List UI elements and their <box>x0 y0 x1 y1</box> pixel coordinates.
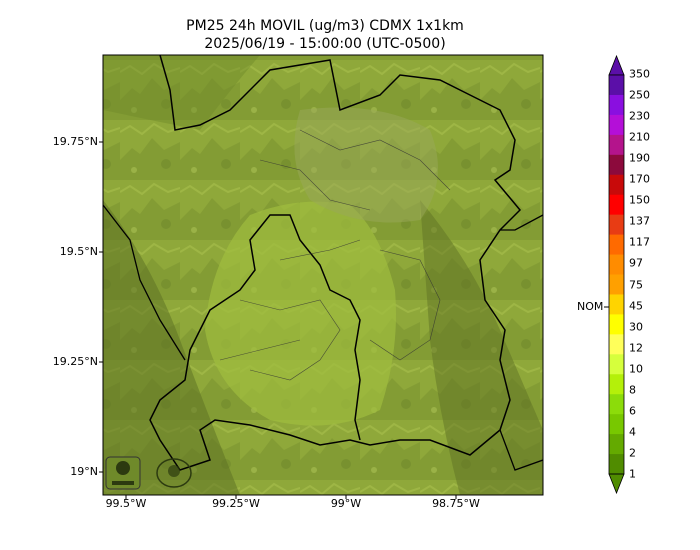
colorbar-tick-label: 12 <box>629 341 643 355</box>
axis-ticks <box>99 141 457 499</box>
colorbar <box>608 54 625 495</box>
colorbar-tick-label: 75 <box>629 278 643 292</box>
map-title: PM25 24h MOVIL (ug/m3) CDMX 1x1km <box>186 18 464 34</box>
colorbar-swatch <box>609 174 624 196</box>
ytick-label: 19°N <box>70 465 98 478</box>
colorbar-swatch <box>609 274 624 295</box>
colorbar-swatch <box>609 374 624 395</box>
colorbar-tick-label: 230 <box>629 109 650 123</box>
xtick-label: 99.5°W <box>105 497 147 510</box>
map-frame <box>102 54 544 496</box>
colorbar-tick-label: 350 <box>629 67 650 81</box>
colorbar-swatch <box>609 454 624 475</box>
colorbar-tick-label: 45 <box>629 299 643 313</box>
colorbar-swatch <box>609 75 624 96</box>
colorbar-tick-label: 10 <box>629 362 643 376</box>
sedema-logo <box>105 456 141 490</box>
colorbar-tick-label: 1 <box>629 467 636 481</box>
xtick-label: 99°W <box>330 497 362 510</box>
colorbar-swatch <box>609 154 624 176</box>
colorbar-tick-label: 2 <box>629 446 636 460</box>
colorbar-swatch <box>609 394 624 415</box>
colorbar-swatch <box>609 334 624 355</box>
colorbar-swatch <box>609 294 624 315</box>
colorbar-swatch <box>609 114 624 136</box>
colorbar-tick-label: 170 <box>629 172 650 186</box>
colorbar-tick-label: 4 <box>629 425 636 439</box>
colorbar-swatch <box>609 94 624 116</box>
colorbar-tick-label: 150 <box>629 193 650 207</box>
colorbar-tick-label: 8 <box>629 383 636 397</box>
colorbar-swatch <box>609 354 624 375</box>
colorbar-tick-label: 137 <box>629 214 650 228</box>
colorbar-swatch <box>609 434 624 455</box>
colorbar-tick-label: 190 <box>629 151 650 165</box>
ytick-label: 19.25°N <box>52 355 98 368</box>
colorbar-tick-label: 250 <box>629 88 650 102</box>
colorbar-swatch <box>609 314 624 335</box>
colorbar-tick-label: 30 <box>629 320 643 334</box>
map-subtitle: 2025/06/19 - 15:00:00 (UTC-0500) <box>204 36 446 52</box>
colorbar-tick-label: 6 <box>629 404 636 418</box>
colorbar-swatch <box>609 254 624 275</box>
xtick-label: 98.75°W <box>432 497 480 510</box>
colorbar-swatch <box>609 134 624 156</box>
boundary-lines <box>103 55 543 471</box>
ytick-label: 19.5°N <box>59 245 98 258</box>
xtick-label: 99.25°W <box>212 497 260 510</box>
calidad-aire-logo <box>156 458 192 488</box>
colorbar-tick-label: 97 <box>629 256 643 270</box>
ytick-label: 19.75°N <box>52 135 98 148</box>
colorbar-under-arrow <box>608 473 625 495</box>
colorbar-swatch <box>609 214 624 236</box>
nom-label: NOM <box>577 300 604 313</box>
colorbar-tick-label: 210 <box>629 130 650 144</box>
colorbar-swatch <box>609 194 624 216</box>
basemap-terrain <box>103 55 543 495</box>
colorbar-swatch <box>609 234 624 256</box>
colorbar-swatch <box>609 414 624 435</box>
colorbar-over-arrow <box>608 54 625 76</box>
colorbar-tick-label: 117 <box>629 235 650 249</box>
